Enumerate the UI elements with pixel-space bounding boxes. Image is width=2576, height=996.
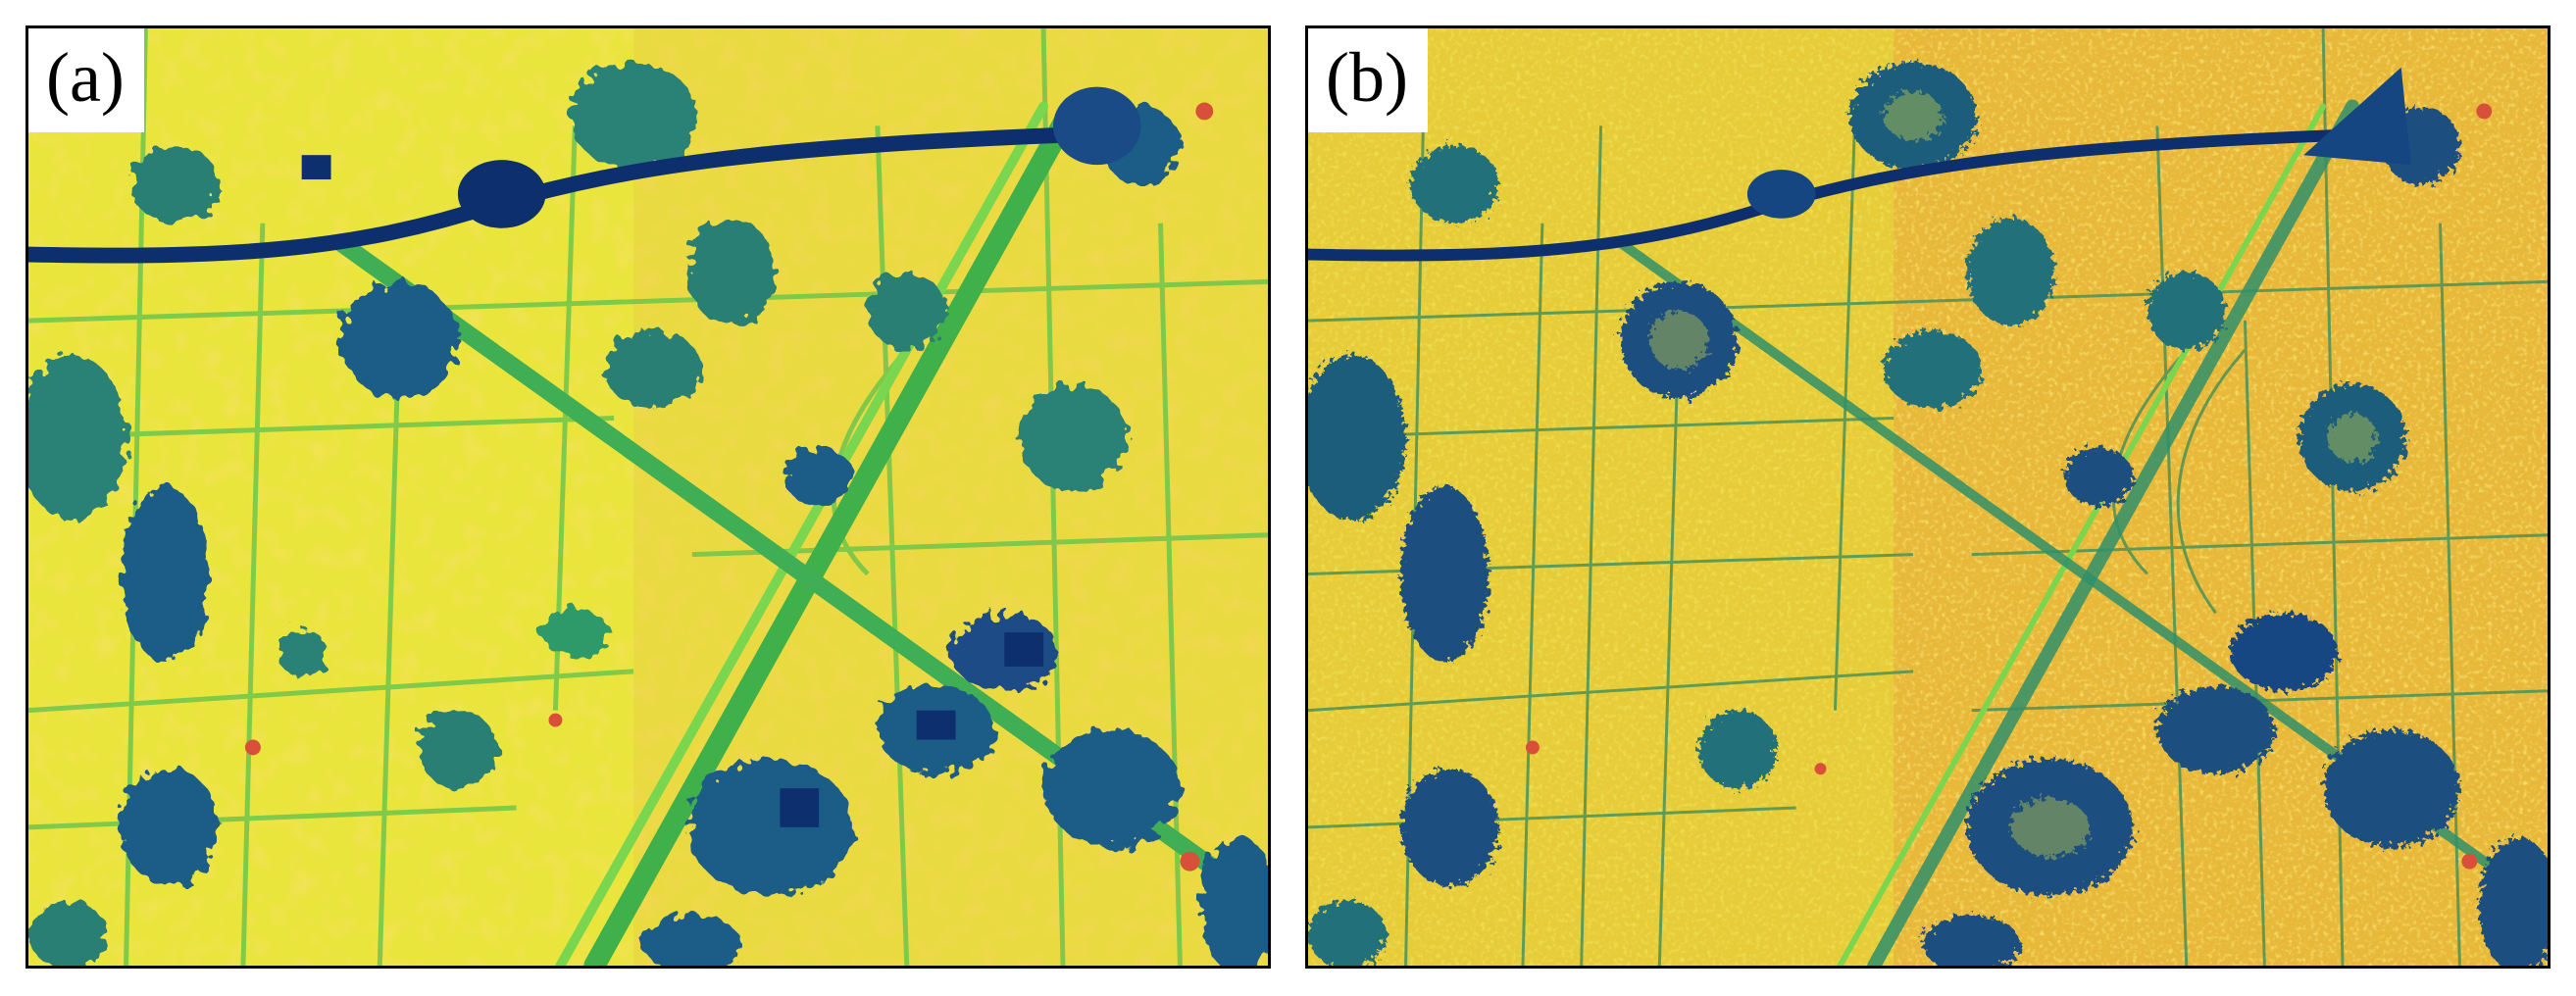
interchange-right <box>1053 86 1141 166</box>
panel-a: (a) <box>25 25 1271 969</box>
hotspots <box>1525 103 2493 870</box>
villages <box>1308 62 2548 966</box>
panel-a-map <box>28 28 1268 966</box>
village-speckle <box>1649 91 2377 857</box>
hotspots <box>244 102 1214 872</box>
villages <box>28 62 1268 966</box>
panel-b-map <box>1308 28 2548 966</box>
field-grid <box>28 28 1268 966</box>
interchange-right <box>2303 67 2411 166</box>
interchange-left <box>1746 170 1816 219</box>
panel-b-label: (b) <box>1308 28 1428 132</box>
ponds <box>301 155 1044 827</box>
panel-a-label: (a) <box>28 28 144 132</box>
interchange-left <box>457 160 546 228</box>
panel-b: (b) <box>1305 25 2551 969</box>
